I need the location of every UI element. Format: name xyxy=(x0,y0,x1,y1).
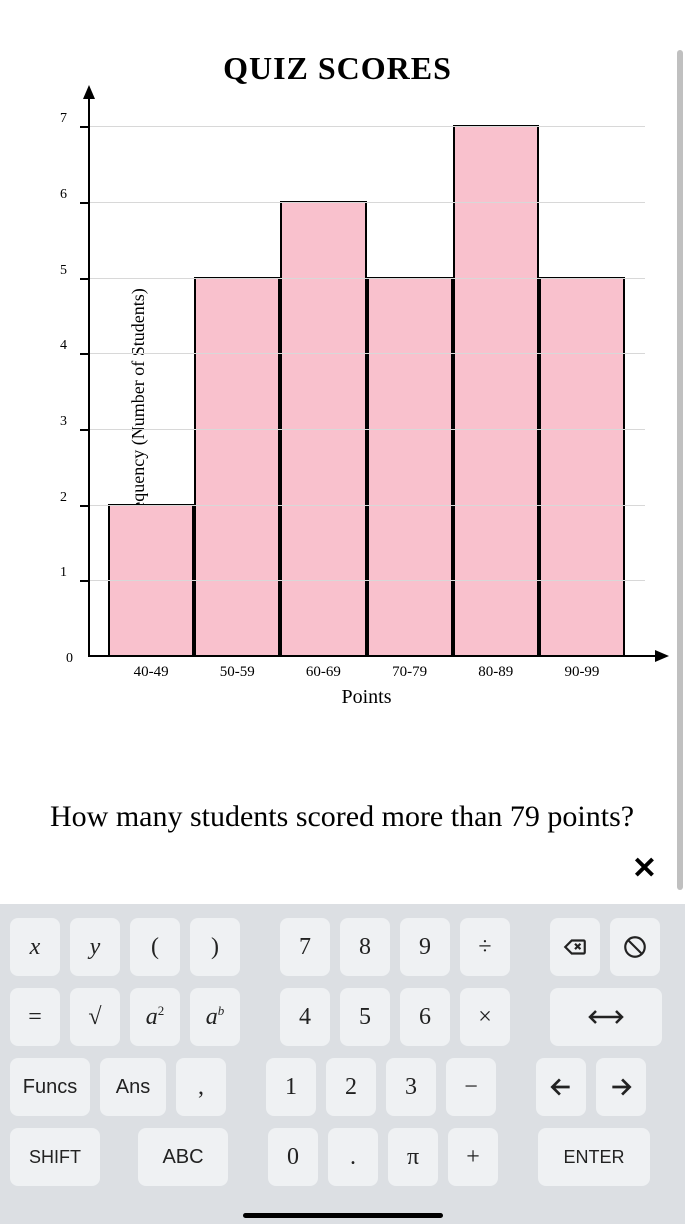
key-2[interactable]: 2 xyxy=(326,1058,376,1116)
y-tick xyxy=(80,353,88,355)
y-tick-label: 7 xyxy=(60,111,67,127)
y-tick xyxy=(80,202,88,204)
keyboard-row-2: = √ a2 ab 4 5 6 × xyxy=(10,988,675,1046)
question-text: How many students scored more than 79 po… xyxy=(0,737,685,868)
key-clear[interactable] xyxy=(610,918,660,976)
backspace-icon xyxy=(562,934,588,960)
key-divide[interactable]: ÷ xyxy=(460,918,510,976)
y-tick xyxy=(80,505,88,507)
key-7[interactable]: 7 xyxy=(280,918,330,976)
y-tick-label: 5 xyxy=(60,263,67,279)
x-axis-arrow-icon xyxy=(655,650,669,662)
key-abc[interactable]: ABC xyxy=(138,1128,228,1186)
gridline xyxy=(90,278,645,279)
x-tick-label: 90-99 xyxy=(539,664,625,681)
key-ans[interactable]: Ans xyxy=(100,1058,166,1116)
key-sqrt[interactable]: √ xyxy=(70,988,120,1046)
histogram-bar xyxy=(453,125,539,655)
key-funcs[interactable]: Funcs xyxy=(10,1058,90,1116)
key-lparen[interactable]: ( xyxy=(130,918,180,976)
chart-title: QUIZ SCORES xyxy=(30,50,645,87)
plot-area: 40-4950-5960-6970-7980-8990-99 01234567 xyxy=(88,97,645,657)
key-plus[interactable]: + xyxy=(448,1128,498,1186)
key-x[interactable]: x xyxy=(10,918,60,976)
histogram-bar xyxy=(367,277,453,655)
key-equals[interactable]: = xyxy=(10,988,60,1046)
gridline xyxy=(90,126,645,127)
chart-container: QUIZ SCORES Frequency (Number of Student… xyxy=(0,0,685,737)
x-axis-line xyxy=(88,655,655,657)
key-8[interactable]: 8 xyxy=(340,918,390,976)
key-enter[interactable]: ENTER xyxy=(538,1128,650,1186)
y-tick xyxy=(80,580,88,582)
y-axis-line xyxy=(88,97,90,657)
key-9[interactable]: 9 xyxy=(400,918,450,976)
gridline xyxy=(90,429,645,430)
y-tick-label: 0 xyxy=(66,651,73,667)
keyboard-row-3: Funcs Ans , 1 2 3 − xyxy=(10,1058,675,1116)
key-comma[interactable]: , xyxy=(176,1058,226,1116)
key-1[interactable]: 1 xyxy=(266,1058,316,1116)
y-tick xyxy=(80,126,88,128)
key-backspace[interactable] xyxy=(550,918,600,976)
gridline xyxy=(90,353,645,354)
x-tick-label: 60-69 xyxy=(280,664,366,681)
y-tick-label: 4 xyxy=(60,338,67,354)
key-pi[interactable]: π xyxy=(388,1128,438,1186)
key-right[interactable] xyxy=(596,1058,646,1116)
key-minus[interactable]: − xyxy=(446,1058,496,1116)
histogram-bar xyxy=(539,277,625,655)
x-tick-labels: 40-4950-5960-6970-7980-8990-99 xyxy=(108,664,625,681)
key-left[interactable] xyxy=(536,1058,586,1116)
gridline xyxy=(90,580,645,581)
scroll-indicator[interactable] xyxy=(677,50,683,890)
arrow-left-icon xyxy=(548,1074,574,1100)
key-4[interactable]: 4 xyxy=(280,988,330,1046)
key-square[interactable]: a2 xyxy=(130,988,180,1046)
y-tick-label: 6 xyxy=(60,187,67,203)
close-keyboard-button[interactable]: ✕ xyxy=(632,851,657,886)
key-shift[interactable]: SHIFT xyxy=(10,1128,100,1186)
histogram-bar xyxy=(194,277,280,655)
y-tick xyxy=(80,278,88,280)
y-tick-label: 2 xyxy=(60,490,67,506)
x-tick-label: 40-49 xyxy=(108,664,194,681)
key-6[interactable]: 6 xyxy=(400,988,450,1046)
key-power[interactable]: ab xyxy=(190,988,240,1046)
histogram-bar xyxy=(280,201,366,655)
y-tick xyxy=(80,429,88,431)
x-axis-label: Points xyxy=(88,686,645,709)
key-dot[interactable]: . xyxy=(328,1128,378,1186)
key-3[interactable]: 3 xyxy=(386,1058,436,1116)
key-rparen[interactable]: ) xyxy=(190,918,240,976)
arrow-right-icon xyxy=(608,1074,634,1100)
y-tick-label: 1 xyxy=(60,565,67,581)
key-5[interactable]: 5 xyxy=(340,988,390,1046)
keyboard-row-4: SHIFT ABC 0 . π + ENTER xyxy=(10,1128,675,1186)
key-y[interactable]: y xyxy=(70,918,120,976)
gridline xyxy=(90,505,645,506)
key-swap[interactable] xyxy=(550,988,662,1046)
histogram-bar xyxy=(108,504,194,655)
swap-horizontal-icon xyxy=(586,1004,626,1030)
gridline xyxy=(90,202,645,203)
bars-group xyxy=(108,97,625,655)
no-entry-icon xyxy=(622,934,648,960)
y-axis-arrow-icon xyxy=(83,85,95,99)
home-indicator[interactable] xyxy=(243,1213,443,1218)
chart-plot-wrapper: Frequency (Number of Students) 40-4950-5… xyxy=(30,97,645,717)
x-tick-label: 50-59 xyxy=(194,664,280,681)
key-multiply[interactable]: × xyxy=(460,988,510,1046)
math-keyboard: x y ( ) 7 8 9 ÷ = √ a2 ab 4 5 6 × Funcs … xyxy=(0,904,685,1224)
x-tick-label: 80-89 xyxy=(453,664,539,681)
x-tick-label: 70-79 xyxy=(367,664,453,681)
key-0[interactable]: 0 xyxy=(268,1128,318,1186)
keyboard-row-1: x y ( ) 7 8 9 ÷ xyxy=(10,918,675,976)
y-tick-label: 3 xyxy=(60,414,67,430)
